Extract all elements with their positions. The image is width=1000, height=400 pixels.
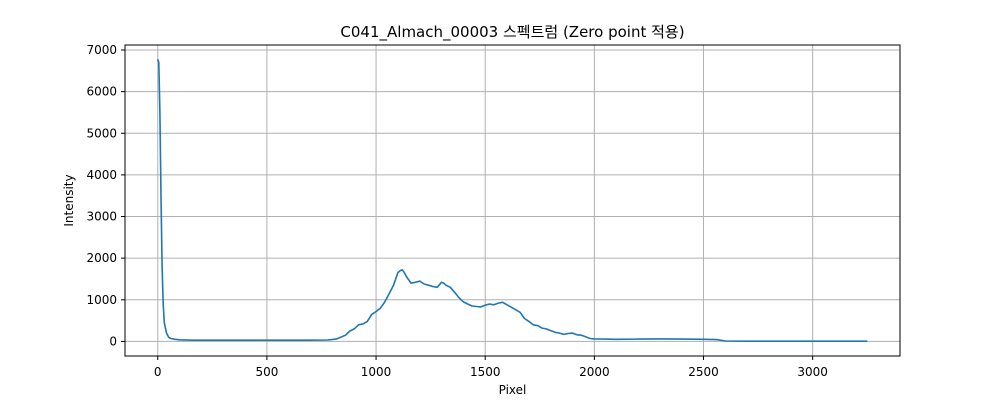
y-tick-label: 1000 — [86, 293, 117, 307]
y-tick-label: 5000 — [86, 126, 117, 140]
y-tick-label: 6000 — [86, 85, 117, 99]
spectrum-line — [156, 58, 868, 343]
x-tick-label: 0 — [154, 365, 162, 379]
chart-title: C041_Almach_00003 스펙트럼 (Zero point 적용) — [340, 23, 684, 42]
x-tick-label: 500 — [255, 365, 278, 379]
y-tick-label: 3000 — [86, 210, 117, 224]
y-tick-label: 2000 — [86, 251, 117, 265]
y-tick-label: 7000 — [86, 43, 117, 57]
x-tick-label: 1000 — [361, 365, 392, 379]
grid-lines — [125, 45, 900, 356]
x-tick-label: 1500 — [470, 365, 501, 379]
axis-ticks: 0 500 1000 1500 2000 2500 3000 0 1000 2000 3000 400… — [86, 43, 827, 379]
plot-frame — [124, 44, 901, 357]
x-tick-label: 3000 — [797, 365, 828, 379]
x-tick-label: 2500 — [688, 365, 719, 379]
y-tick-label: 0 — [109, 334, 117, 348]
y-axis-label: Intensity — [62, 174, 76, 226]
y-tick-label: 4000 — [86, 168, 117, 182]
x-tick-label: 2000 — [579, 365, 610, 379]
x-axis-label: Pixel — [499, 383, 527, 397]
series-group — [156, 58, 868, 343]
